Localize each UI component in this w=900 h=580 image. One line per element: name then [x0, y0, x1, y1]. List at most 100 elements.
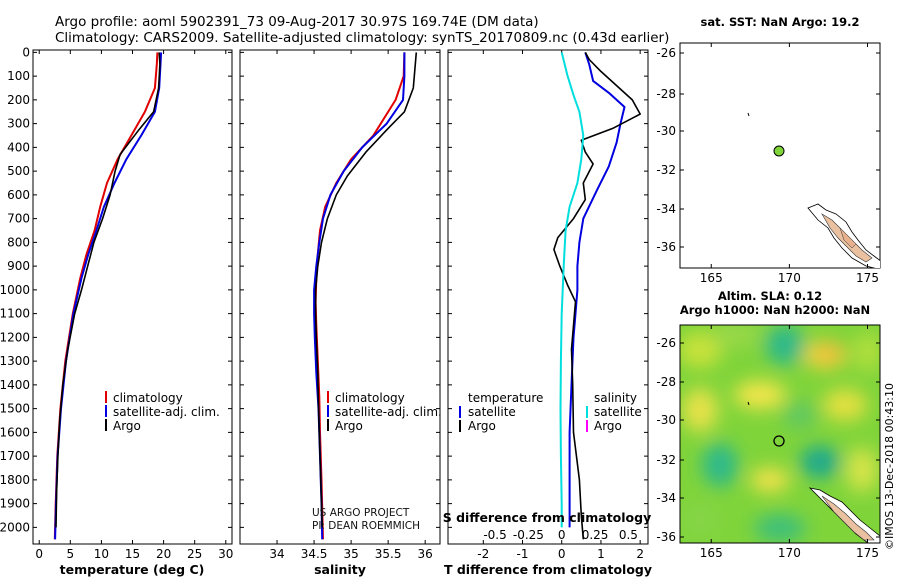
y-tick-label: 1300 [0, 354, 30, 368]
legend-t-sat-label: satellite [468, 405, 516, 419]
sla-blob [800, 446, 840, 478]
map-y-tick-label: -30 [656, 413, 676, 427]
y-tick-label: 0 [22, 45, 30, 59]
sla-map-frame [679, 324, 881, 544]
y-tick-label: 1900 [0, 497, 30, 511]
secondary-x-tick-label: -0.5 [483, 528, 506, 542]
map-y-tick-label: -26 [656, 46, 676, 60]
x-tick-label: 15 [125, 547, 140, 561]
sla-map-axes: 165 170 175 -26 -28 -30 -32 -34 -36 [656, 325, 880, 560]
map-y-tick-label: -36 [656, 240, 676, 254]
float-position-marker [773, 145, 785, 157]
imos-watermark: ©IMOS 13-Dec-2018 00:43:10 [883, 383, 896, 550]
y-tick-label: 1600 [0, 425, 30, 439]
temperature-xlabel: temperature (deg C) [60, 562, 205, 577]
y-tick-label: 1200 [0, 330, 30, 344]
y-tick-label: 1100 [0, 307, 30, 321]
x-tick-label: 25 [187, 547, 202, 561]
legend-argo-label: Argo [335, 419, 363, 433]
legend-temperature-heading: temperature [468, 391, 543, 405]
y-tick-label: 800 [7, 235, 30, 249]
difference-legend: temperature salinity satellite Argo sate… [459, 391, 642, 433]
map-y-tick-label: -32 [656, 453, 676, 467]
sla-blob [682, 504, 718, 536]
credit-line-2: PI: DEAN ROEMMICH [312, 520, 420, 532]
series-line-argo [55, 52, 161, 528]
sst-map-axes: 165 170 175 -26 -28 -30 -32 -34 -36 [656, 43, 880, 285]
y-tick-label: 1700 [0, 449, 30, 463]
sla-blob [682, 388, 718, 432]
map-y-tick-label: -26 [656, 336, 676, 350]
x-tick-label: 2 [636, 547, 644, 561]
y-tick-label: 100 [7, 69, 30, 83]
x-tick-label: 10 [94, 547, 109, 561]
sla-blob [846, 448, 878, 492]
y-tick-label: 1400 [0, 378, 30, 392]
sla-blob [750, 468, 790, 492]
sla-tiny-island [747, 401, 750, 406]
profile-lines [53, 52, 642, 540]
map-y-tick-label: -30 [656, 124, 676, 138]
temperature-legend: climatology satellite-adj. clim. Argo [105, 391, 220, 433]
sst-map-title: sat. SST: NaN Argo: 19.2 [700, 15, 859, 29]
salinity-xlabel: salinity [314, 562, 366, 577]
sla-blob [765, 325, 805, 365]
temperature-panel-frame [32, 49, 233, 545]
secondary-x-tick-label: -0.25 [513, 528, 544, 542]
map-x-tick-label: 175 [856, 271, 879, 285]
x-tick-label: 0 [35, 547, 43, 561]
sla-blob [709, 325, 761, 347]
secondary-x-tick-label: 0.25 [582, 528, 609, 542]
legend-clim-label: climatology [335, 391, 405, 405]
series-line-t-satellite [568, 52, 626, 528]
series-line-s-satellite [559, 52, 585, 528]
x-tick-label: 35.5 [375, 547, 402, 561]
sla-blob [754, 514, 806, 542]
x-tick-label: 34 [269, 547, 284, 561]
x-tick-label: 20 [156, 547, 171, 561]
legend-s-sat-label: satellite [594, 405, 642, 419]
sla-blob [854, 332, 880, 372]
sla-map-title-1: Altim. SLA: 0.12 [718, 289, 822, 303]
sst-coastline [807, 203, 880, 268]
x-tick-label: 5 [66, 547, 74, 561]
x-tick-label: -1 [517, 547, 529, 561]
x-tick-label: 0 [558, 547, 566, 561]
map-y-tick-label: -34 [656, 202, 676, 216]
y-tick-label: 1800 [0, 473, 30, 487]
map-x-tick-label: 175 [856, 546, 879, 560]
y-tick-label: 900 [7, 259, 30, 273]
x-tick-label: 35 [343, 547, 358, 561]
sla-field [680, 325, 880, 543]
map-y-tick-label: -28 [656, 375, 676, 389]
y-tick-label: 700 [7, 212, 30, 226]
map-y-tick-label: -28 [656, 87, 676, 101]
title-line-2: Climatology: CARS2009. Satellite-adjuste… [55, 30, 669, 46]
series-line-t-argo [553, 52, 642, 540]
series-line-argo [314, 52, 418, 528]
credit-line-1: US ARGO PROJECT [312, 507, 410, 519]
y-tick-label: 300 [7, 117, 30, 131]
secondary-x-tick-label: 0.5 [619, 528, 638, 542]
sla-blob [822, 346, 838, 358]
legend-s-argo-label: Argo [594, 419, 622, 433]
sla-blobs [680, 325, 880, 542]
island-land [821, 495, 875, 541]
y-tick-label: 600 [7, 188, 30, 202]
legend-salinity-heading: salinity [594, 391, 637, 405]
legend-t-argo-label: Argo [468, 419, 496, 433]
secondary-x-tick-label: 0 [558, 528, 566, 542]
sla-blob [782, 401, 818, 429]
map-y-tick-label: -36 [656, 530, 676, 544]
t-difference-xlabel: T difference from climatology [444, 562, 652, 577]
x-tick-label: -2 [477, 547, 489, 561]
float-position-marker [773, 435, 785, 447]
sst-tiny-island [747, 112, 750, 117]
x-tick-label: 34.5 [301, 547, 328, 561]
island-detail [839, 227, 857, 249]
y-tick-label: 400 [7, 140, 30, 154]
s-difference-xlabel: S difference from climatology [443, 510, 652, 525]
difference-panel-frame [447, 49, 649, 545]
legend-argo-label: Argo [113, 419, 141, 433]
